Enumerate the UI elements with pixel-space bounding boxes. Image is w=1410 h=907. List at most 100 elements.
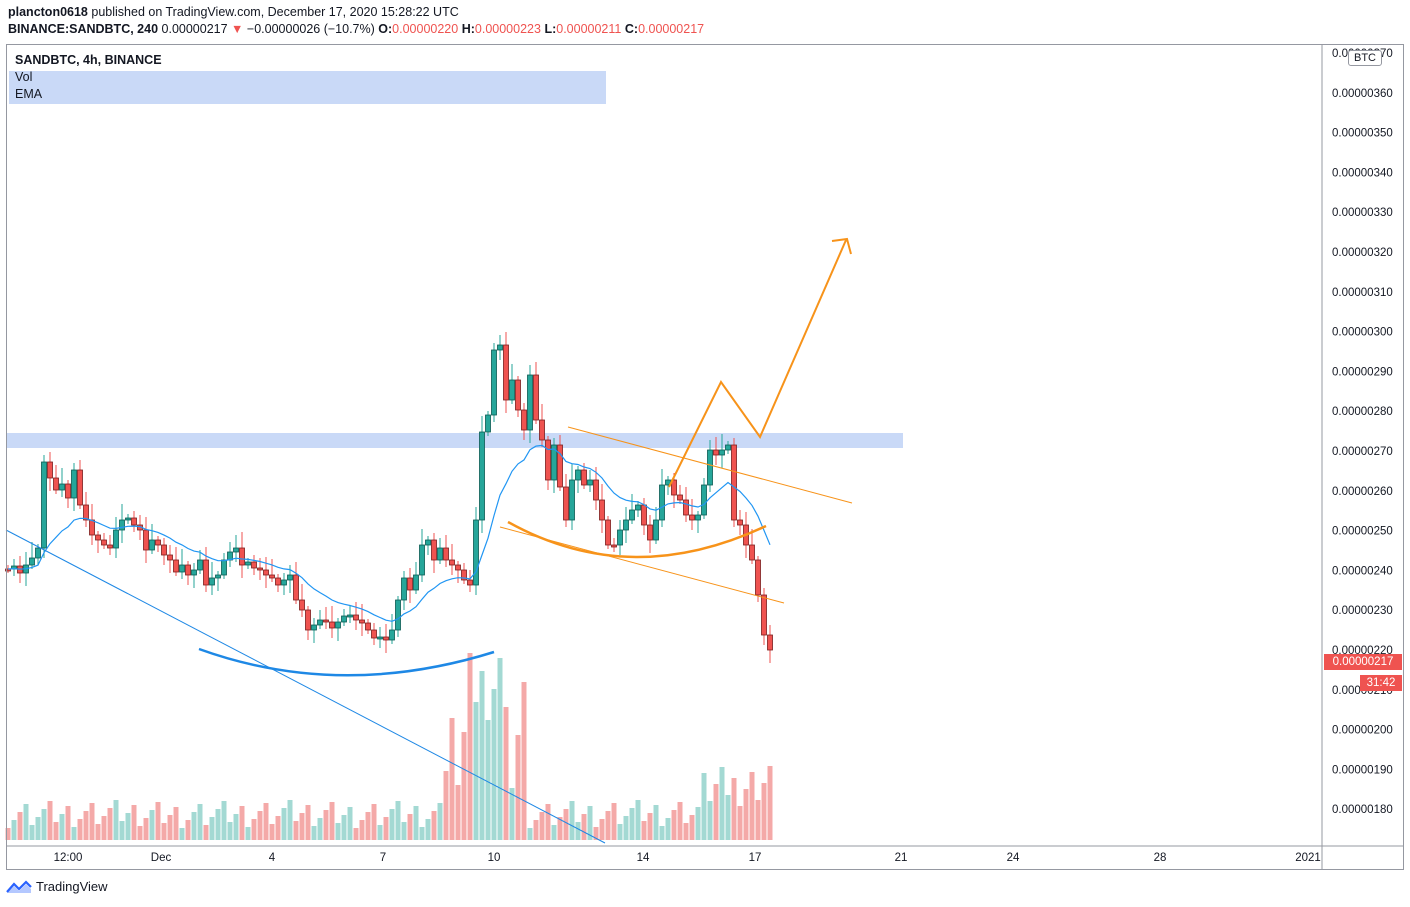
candle[interactable] xyxy=(485,414,491,433)
candle[interactable] xyxy=(701,484,707,516)
candle[interactable] xyxy=(539,419,545,441)
candle[interactable] xyxy=(719,449,725,456)
candle[interactable] xyxy=(635,504,641,511)
candle[interactable] xyxy=(569,479,575,521)
candle[interactable] xyxy=(5,568,11,572)
candle[interactable] xyxy=(35,547,41,559)
candle[interactable] xyxy=(557,444,563,488)
candle[interactable] xyxy=(353,614,359,621)
candle[interactable] xyxy=(497,344,503,351)
candle[interactable] xyxy=(329,621,335,629)
candle[interactable] xyxy=(767,634,773,651)
candle[interactable] xyxy=(293,574,299,601)
candle[interactable] xyxy=(695,514,701,521)
candle[interactable] xyxy=(95,534,101,541)
candle[interactable] xyxy=(653,519,659,541)
candle[interactable] xyxy=(323,619,329,623)
candle[interactable] xyxy=(389,629,395,641)
candle[interactable] xyxy=(599,499,605,521)
candle[interactable] xyxy=(617,529,623,546)
orange-channel-upper[interactable] xyxy=(567,426,853,504)
candle[interactable] xyxy=(203,559,209,586)
candle[interactable] xyxy=(185,564,191,576)
candle[interactable] xyxy=(473,519,479,586)
candle[interactable] xyxy=(107,544,113,549)
candle[interactable] xyxy=(83,504,89,521)
candle[interactable] xyxy=(305,609,311,631)
blue-trend-line[interactable] xyxy=(5,529,606,844)
blue-rounded-bottom[interactable] xyxy=(198,647,495,677)
candle[interactable] xyxy=(347,614,353,618)
candle[interactable] xyxy=(623,519,629,531)
candle[interactable] xyxy=(167,554,173,561)
candle[interactable] xyxy=(371,629,377,639)
candle[interactable] xyxy=(461,569,467,581)
publisher-name[interactable]: plancton0618 xyxy=(8,5,88,19)
candle[interactable] xyxy=(725,444,731,451)
candle[interactable] xyxy=(407,577,413,591)
candle[interactable] xyxy=(299,599,305,611)
candle[interactable] xyxy=(581,469,587,486)
legend-vol[interactable]: Vol xyxy=(15,70,33,84)
candle[interactable] xyxy=(341,615,347,623)
candle[interactable] xyxy=(29,557,35,566)
resistance-zone[interactable] xyxy=(6,433,903,448)
currency-badge[interactable]: BTC xyxy=(1348,50,1382,66)
candle[interactable] xyxy=(575,469,581,481)
candle[interactable] xyxy=(563,486,569,521)
candle[interactable] xyxy=(449,559,455,566)
candle[interactable] xyxy=(131,517,137,526)
candle[interactable] xyxy=(737,519,743,526)
candle[interactable] xyxy=(689,514,695,521)
candle[interactable] xyxy=(77,469,83,506)
orange-rounded-bottom[interactable] xyxy=(507,520,767,559)
candle[interactable] xyxy=(671,479,677,496)
candle[interactable] xyxy=(533,374,539,421)
candle[interactable] xyxy=(233,547,239,553)
candle[interactable] xyxy=(731,444,737,521)
candle[interactable] xyxy=(647,524,653,541)
candle[interactable] xyxy=(413,574,419,591)
candle[interactable] xyxy=(275,577,281,586)
candle[interactable] xyxy=(257,567,263,571)
candle[interactable] xyxy=(65,483,71,499)
candle[interactable] xyxy=(419,544,425,576)
candle[interactable] xyxy=(119,519,125,531)
candle[interactable] xyxy=(155,539,161,546)
candle[interactable] xyxy=(437,547,443,561)
candle[interactable] xyxy=(209,577,215,586)
candle[interactable] xyxy=(503,344,509,401)
orange-projection-path[interactable] xyxy=(668,239,847,488)
candle[interactable] xyxy=(515,379,521,411)
candle[interactable] xyxy=(431,539,437,561)
indicator-legend[interactable] xyxy=(9,71,606,104)
candle[interactable] xyxy=(425,539,431,546)
candle[interactable] xyxy=(605,519,611,546)
tradingview-footer[interactable]: TradingView xyxy=(6,879,108,894)
candle[interactable] xyxy=(59,483,65,491)
candle[interactable] xyxy=(251,561,257,569)
candle[interactable] xyxy=(383,636,389,641)
candle[interactable] xyxy=(281,579,287,586)
candle[interactable] xyxy=(317,619,323,626)
candle[interactable] xyxy=(359,619,365,624)
candle[interactable] xyxy=(215,574,221,579)
candle[interactable] xyxy=(191,569,197,576)
candle[interactable] xyxy=(161,544,167,556)
candle[interactable] xyxy=(239,547,245,566)
candle[interactable] xyxy=(149,539,155,551)
candle[interactable] xyxy=(491,349,497,416)
candle[interactable] xyxy=(707,449,713,486)
candle[interactable] xyxy=(587,479,593,486)
candle[interactable] xyxy=(593,479,599,501)
candle[interactable] xyxy=(611,544,617,548)
candle[interactable] xyxy=(269,574,275,579)
candle[interactable] xyxy=(749,544,755,561)
candle[interactable] xyxy=(467,579,473,586)
candle[interactable] xyxy=(527,374,533,431)
candle[interactable] xyxy=(71,469,77,499)
candle[interactable] xyxy=(125,517,131,521)
candle[interactable] xyxy=(53,477,59,491)
candle[interactable] xyxy=(101,539,107,546)
